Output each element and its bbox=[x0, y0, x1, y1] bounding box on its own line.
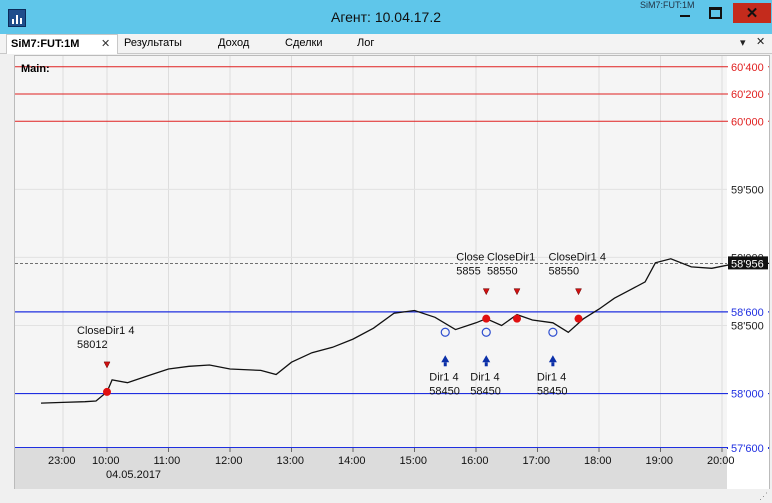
x-tick-label: 18:00 bbox=[584, 455, 612, 467]
x-tick-label: 11:00 bbox=[154, 455, 181, 467]
close-dot bbox=[103, 387, 111, 396]
price-chart[interactable]: CloseDir1 4 58012 Close 5855 CloseDir1 58550 C… bbox=[15, 56, 772, 490]
y-tick-label: 59'500 bbox=[731, 184, 764, 196]
entry-arrow-stem bbox=[551, 362, 555, 367]
close-dot bbox=[482, 314, 491, 323]
tab-list-dropdown-icon[interactable]: ▾ bbox=[740, 37, 746, 49]
x-tick-label: 20:00 bbox=[707, 455, 735, 467]
y-tick-label: 58'956 bbox=[731, 258, 764, 270]
y-tick-label: 58'600 bbox=[731, 307, 764, 319]
x-tick-label: 10:00 bbox=[92, 455, 120, 467]
resize-grip-icon[interactable]: ⋰ bbox=[759, 491, 768, 501]
close-dot bbox=[574, 314, 583, 323]
x-axis-background bbox=[15, 448, 727, 490]
y-tick-label: 60'200 bbox=[731, 89, 764, 101]
status-bar: ⋰ bbox=[0, 489, 772, 503]
close-annotation-value: 58012 bbox=[77, 339, 108, 351]
entry-annotation-label: Dir1 4 bbox=[470, 371, 499, 383]
minimize-icon bbox=[680, 15, 690, 17]
entry-circle bbox=[440, 327, 450, 337]
entry-arrow-icon bbox=[441, 355, 450, 363]
y-tick-label-background bbox=[728, 256, 768, 270]
tab-chart[interactable]: SiM7:FUT:1M ✕ bbox=[6, 34, 118, 54]
x-tick-label: 15:00 bbox=[400, 455, 428, 467]
price-series-line bbox=[40, 258, 772, 404]
entry-annotation-label: Dir1 4 bbox=[537, 371, 566, 383]
x-tick-label: 23:00 bbox=[48, 455, 76, 467]
entry-arrow-icon bbox=[548, 355, 557, 363]
close-annotation-label: CloseDir1 bbox=[487, 252, 535, 264]
entry-annotation-label: Dir1 4 bbox=[429, 371, 458, 383]
tab-bar: SiM7:FUT:1M ✕ Результаты Доход Сделки Ло… bbox=[0, 34, 772, 54]
close-annotation-label: CloseDir1 4 bbox=[549, 252, 606, 264]
close-annotation-value: 58550 bbox=[487, 266, 518, 278]
entry-arrow-icon bbox=[482, 355, 491, 363]
entry-arrow-stem bbox=[443, 362, 447, 367]
tab-log[interactable]: Лог bbox=[357, 37, 375, 49]
window-titlebar: SiM7:FUT:1M Агент: 10.04.17.2 ✕ bbox=[0, 0, 772, 34]
y-tick-label: 57'600 bbox=[731, 443, 764, 455]
y-axis-background bbox=[727, 56, 769, 490]
tab-results[interactable]: Результаты bbox=[124, 37, 182, 49]
entry-annotation-value: 58450 bbox=[537, 385, 568, 397]
x-tick-label: 14:00 bbox=[338, 455, 366, 467]
window-title: Агент: 10.04.17.2 bbox=[330, 9, 442, 25]
close-annotation-value: 5855 bbox=[456, 266, 480, 278]
y-tick-label: 58'000 bbox=[731, 389, 764, 401]
close-icon: ✕ bbox=[745, 5, 759, 22]
y-tick-label-background bbox=[728, 87, 768, 101]
close-dot bbox=[513, 314, 521, 323]
x-tick-label: 13:00 bbox=[277, 455, 305, 467]
app-icon bbox=[8, 9, 26, 27]
x-tick-label: 17:00 bbox=[523, 455, 551, 467]
tab-deals[interactable]: Сделки bbox=[285, 37, 323, 49]
close-annotation-label: Close bbox=[456, 252, 484, 264]
tab-chart-label: SiM7:FUT:1M bbox=[11, 38, 80, 50]
close-marker-icon bbox=[513, 288, 521, 296]
y-tick-label: 58'500 bbox=[731, 320, 764, 332]
close-button[interactable]: ✕ bbox=[733, 3, 771, 23]
close-marker-icon bbox=[103, 361, 111, 369]
y-tick-label: 60'000 bbox=[731, 116, 764, 128]
tab-close-all-icon[interactable]: ✕ bbox=[756, 36, 766, 48]
maximize-button[interactable] bbox=[702, 3, 728, 23]
chart-area[interactable]: CloseDir1 4 58012 Close 5855 CloseDir1 58550 C… bbox=[14, 55, 772, 491]
entry-annotation-value: 58450 bbox=[470, 385, 501, 397]
tab-income[interactable]: Доход bbox=[218, 37, 250, 49]
maximize-icon bbox=[708, 7, 722, 19]
entry-arrow-stem bbox=[484, 362, 488, 367]
x-tick-label: 19:00 bbox=[646, 455, 674, 467]
entry-circle bbox=[548, 327, 558, 337]
entry-annotation-value: 58450 bbox=[429, 385, 460, 397]
tab-close-icon[interactable]: ✕ bbox=[101, 38, 111, 50]
y-tick-label-background bbox=[728, 114, 768, 128]
background-window-title: SiM7:FUT:1M bbox=[640, 0, 695, 10]
close-marker-icon bbox=[575, 288, 582, 296]
x-tick-label: 12:00 bbox=[215, 455, 243, 467]
plot-background bbox=[15, 56, 727, 448]
y-tick-label-background bbox=[728, 59, 768, 73]
x-tick-label: 16:00 bbox=[461, 455, 489, 467]
y-tick-label-background bbox=[728, 304, 768, 318]
y-tick-label-background bbox=[728, 386, 768, 400]
y-tick-label-background bbox=[728, 441, 768, 454]
close-marker-icon bbox=[482, 288, 490, 296]
minimize-button[interactable] bbox=[672, 3, 698, 23]
chart-main-label: Main: bbox=[21, 63, 50, 75]
y-tick-label: 60'400 bbox=[731, 62, 764, 74]
close-annotation-label: CloseDir1 4 bbox=[77, 325, 134, 337]
close-annotation-value: 58550 bbox=[549, 266, 580, 278]
entry-circle bbox=[481, 327, 491, 337]
x-axis-date-label: 04.05.2017 bbox=[106, 469, 161, 481]
